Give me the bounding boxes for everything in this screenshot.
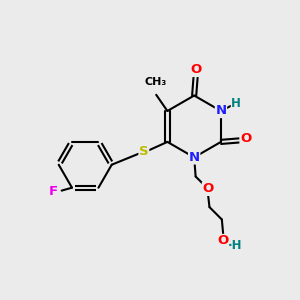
Text: N: N xyxy=(215,104,226,118)
Text: N: N xyxy=(189,151,200,164)
Text: CH₃: CH₃ xyxy=(145,76,167,86)
Text: S: S xyxy=(139,145,148,158)
Text: O: O xyxy=(202,182,214,195)
Text: ·H: ·H xyxy=(227,238,242,252)
Text: F: F xyxy=(49,185,58,198)
Text: O: O xyxy=(218,235,229,248)
Text: O: O xyxy=(240,133,251,146)
Text: O: O xyxy=(190,63,202,76)
Text: H: H xyxy=(231,97,241,110)
